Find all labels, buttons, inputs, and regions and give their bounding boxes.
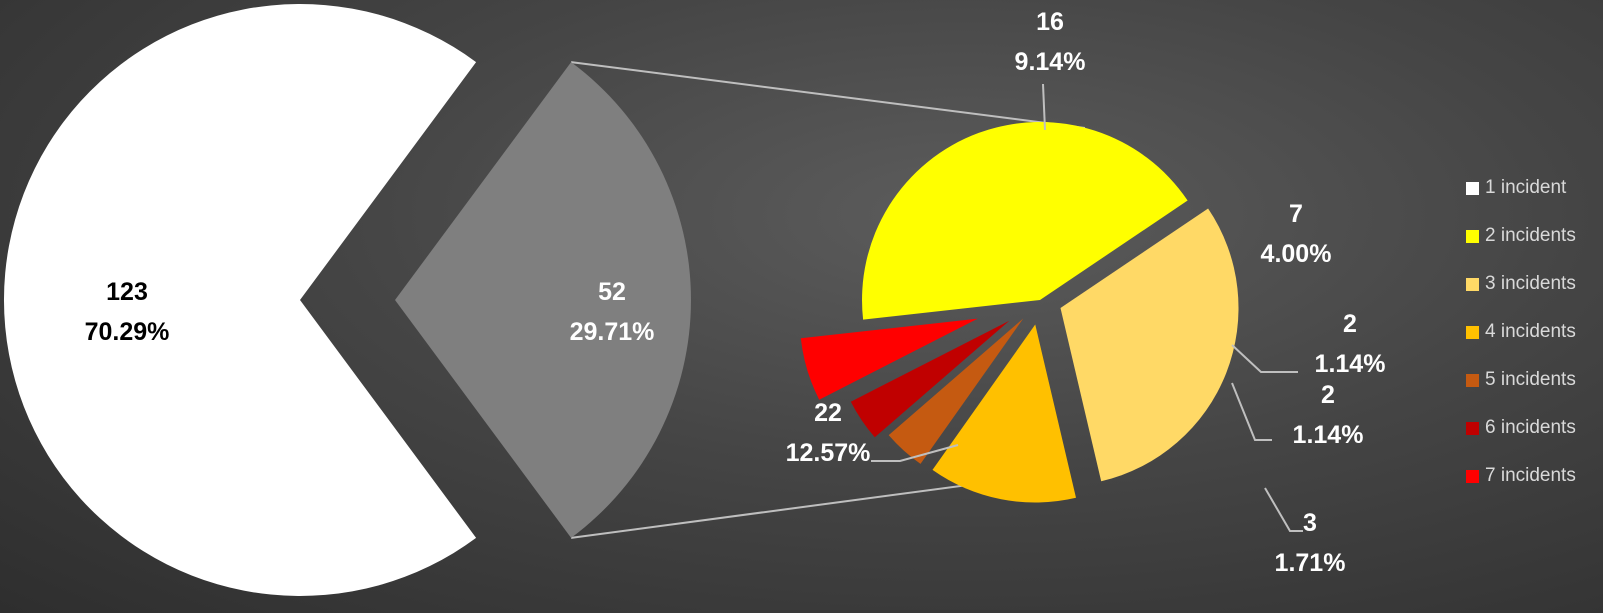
legend-item: 4 incidents — [1466, 308, 1576, 356]
leader-lines — [871, 83, 1303, 532]
legend-swatch — [1466, 181, 1479, 195]
secondary-label-1-value: 16 — [1036, 8, 1064, 36]
secondary-slice-2 — [932, 324, 1076, 503]
connector-line-top — [570, 61, 1086, 129]
legend-swatch — [1466, 421, 1479, 435]
secondary-label-6-value: 22 — [814, 399, 842, 427]
data-labels: 123 70.29% 52 29.71% 16 9.14% 7 4.00% 2 1.14% 2 1.1… — [85, 8, 1386, 577]
legend-label: 1 incident — [1485, 177, 1567, 198]
secondary-label-5-value: 3 — [1303, 509, 1317, 537]
main-label-other-value: 52 — [598, 278, 626, 306]
secondary-pie — [800, 122, 1239, 503]
legend-label: 2 incidents — [1485, 225, 1576, 246]
legend-item: 1 incident — [1466, 164, 1576, 212]
secondary-label-6-percent: 12.57% — [786, 439, 871, 467]
main-pie — [3, 4, 691, 597]
secondary-slice-6 — [862, 122, 1188, 320]
secondary-label-2-value: 7 — [1289, 200, 1303, 228]
secondary-label-4-value: 2 — [1321, 381, 1335, 409]
legend-label: 7 incidents — [1485, 465, 1576, 486]
secondary-label-2-percent: 4.00% — [1261, 240, 1332, 268]
legend-swatch — [1466, 469, 1479, 483]
legend-label: 5 incidents — [1485, 369, 1576, 390]
secondary-label-4-percent: 1.14% — [1293, 421, 1364, 449]
legend-item: 7 incidents — [1466, 452, 1576, 500]
legend-swatch — [1466, 277, 1479, 291]
main-label-1-incident-percent: 70.29% — [85, 318, 170, 346]
secondary-label-1-percent: 9.14% — [1015, 48, 1086, 76]
secondary-label-3-percent: 1.14% — [1315, 350, 1386, 378]
main-label-other-percent: 29.71% — [570, 318, 655, 346]
main-label-1-incident-value: 123 — [106, 278, 148, 306]
legend-swatch — [1466, 325, 1479, 339]
legend-swatch — [1466, 373, 1479, 387]
leader-line-6 — [871, 444, 959, 462]
main-slice-1-incident — [3, 4, 477, 597]
secondary-slice-1 — [1060, 208, 1239, 482]
secondary-label-3-value: 2 — [1343, 310, 1357, 338]
legend: 1 incident 2 incidents 3 incidents 4 incide… — [1466, 164, 1576, 500]
secondary-label-5-percent: 1.71% — [1275, 549, 1346, 577]
legend-label: 4 incidents — [1485, 321, 1576, 342]
leader-line-4 — [1231, 382, 1272, 441]
leader-line-1 — [1042, 83, 1046, 131]
legend-item: 2 incidents — [1466, 212, 1576, 260]
legend-item: 5 incidents — [1466, 356, 1576, 404]
legend-item: 3 incidents — [1466, 260, 1576, 308]
secondary-slice-5 — [800, 318, 978, 400]
secondary-slice-4 — [850, 320, 1010, 438]
legend-item: 6 incidents — [1466, 404, 1576, 452]
secondary-slice-3 — [888, 318, 1024, 464]
main-slice-other — [395, 62, 691, 538]
legend-swatch — [1466, 229, 1479, 243]
legend-label: 6 incidents — [1485, 417, 1576, 438]
leader-line-5 — [1264, 487, 1303, 532]
leader-line-3 — [1231, 344, 1298, 373]
legend-label: 3 incidents — [1485, 273, 1576, 294]
